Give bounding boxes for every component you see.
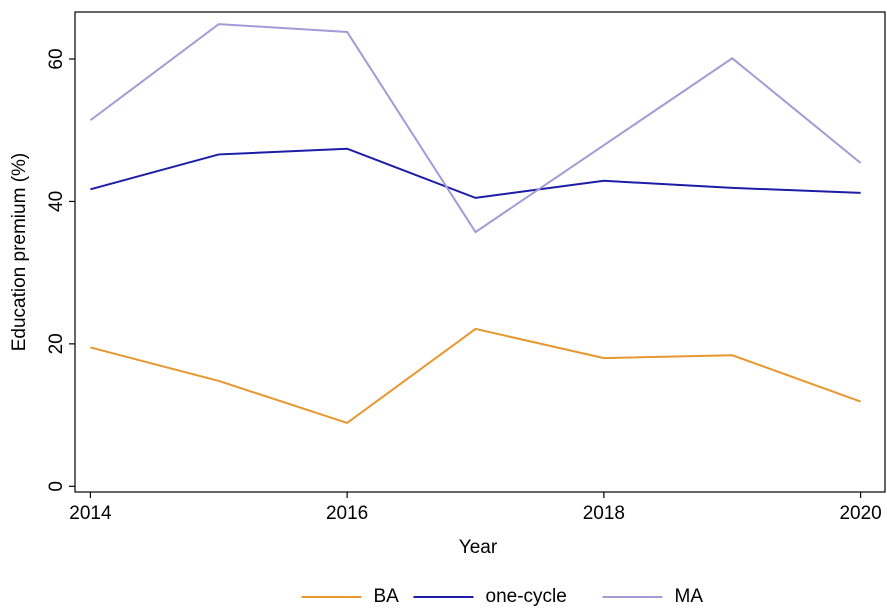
line-series	[90, 327, 861, 425]
x-tick-label: 2014	[69, 503, 112, 524]
legend-label: BA	[374, 586, 400, 607]
y-tick-label: 40	[46, 191, 67, 212]
x-tick-label: 2018	[583, 503, 625, 524]
legend-label: MA	[675, 586, 704, 607]
legend-label: one-cycle	[486, 586, 567, 607]
x-tick-label: 2020	[839, 503, 881, 524]
y-tick-label: 20	[46, 333, 67, 354]
x-tick-label: 2016	[326, 503, 368, 524]
line-series	[89, 23, 862, 234]
y-axis-label: Education premium (%)	[9, 153, 30, 352]
plot-area	[74, 11, 886, 493]
line-series	[90, 147, 861, 199]
y-tick-label: 60	[46, 48, 67, 69]
y-tick-label: 0	[46, 481, 67, 492]
x-axis-label: Year	[459, 537, 498, 558]
